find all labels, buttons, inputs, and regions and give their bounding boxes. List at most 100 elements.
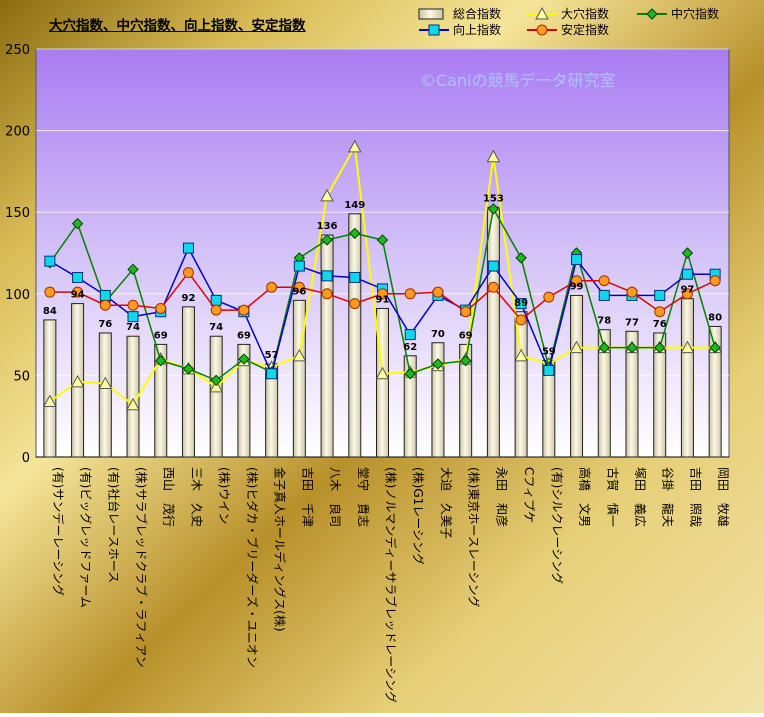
bar	[459, 343, 473, 458]
bar	[514, 311, 528, 458]
point-marker	[127, 299, 139, 311]
legend-item: 安定指数	[527, 22, 609, 37]
legend-item: 大穴指数	[527, 6, 609, 21]
x-tick-label: 三木 久史	[189, 467, 203, 527]
bar-value-label: 91	[376, 294, 390, 305]
point-marker	[321, 270, 333, 282]
bar-value-label: 149	[344, 200, 365, 211]
x-tick-label: 塚田 義広	[633, 467, 648, 527]
point-marker	[72, 286, 84, 298]
point-marker	[44, 286, 56, 298]
legend-item: 中穴指数	[637, 6, 719, 21]
bar	[653, 332, 667, 458]
point-marker	[155, 302, 167, 314]
y-tick-label: 150	[5, 206, 30, 221]
bar-value-label: 99	[570, 281, 584, 292]
point-marker	[182, 267, 194, 279]
x-tick-label: 金子真人ホールディングス(株)	[273, 467, 288, 632]
x-axis: (有)サンデーレーシング (有)ビッグレッドファーム (有)社台レースホース (株)サ…	[51, 467, 731, 703]
point-marker	[654, 306, 666, 318]
legend-item: 総合指数	[418, 6, 501, 21]
legend-label: 大穴指数	[561, 6, 609, 21]
bar-value-label: 84	[43, 306, 57, 317]
bar-value-label: 97	[680, 285, 694, 296]
bar	[376, 307, 389, 458]
point-marker	[404, 368, 416, 380]
point-marker	[515, 314, 527, 326]
point-marker	[681, 247, 694, 259]
point-marker	[432, 358, 444, 370]
point-marker	[44, 255, 56, 267]
point-marker	[209, 379, 224, 393]
point-marker	[210, 304, 222, 316]
legend-swatch	[418, 8, 444, 20]
point-marker	[646, 8, 658, 20]
point-marker	[598, 341, 610, 354]
point-marker	[293, 260, 305, 272]
point-marker	[571, 275, 583, 287]
point-marker	[571, 254, 583, 266]
bar	[292, 299, 306, 458]
point-marker	[535, 6, 549, 20]
point-marker	[653, 341, 666, 354]
point-marker	[375, 366, 390, 380]
x-tick-label: 堂守 貴志	[356, 467, 370, 527]
bar-value-label: 153	[483, 193, 504, 204]
x-tick-label: 高橋 文男	[578, 467, 593, 527]
point-marker	[404, 329, 416, 341]
index-lines	[43, 139, 722, 411]
bar-value-label: 62	[403, 342, 417, 353]
point-marker	[432, 286, 444, 298]
x-tick-label: 吉田 照哉	[688, 467, 703, 527]
bar	[43, 319, 57, 458]
point-marker	[626, 341, 638, 354]
bar	[209, 335, 223, 458]
point-marker	[460, 306, 472, 318]
bar-value-label: 69	[154, 330, 168, 341]
bar	[181, 306, 195, 458]
legend-label: 向上指数	[453, 22, 501, 37]
point-marker	[349, 227, 361, 240]
point-marker	[515, 298, 527, 310]
bar-value-label: 136	[317, 221, 338, 232]
watermark-text: ©Caniの競馬データ研究室	[420, 71, 616, 90]
point-marker	[347, 139, 362, 153]
point-marker	[459, 355, 472, 367]
x-tick-label: (株)G1レーシング	[411, 467, 426, 565]
point-marker	[536, 24, 548, 36]
point-marker	[487, 281, 499, 293]
point-marker	[377, 288, 388, 300]
legend-label: 中穴指数	[671, 6, 719, 21]
bar	[625, 330, 639, 458]
point-marker	[626, 286, 638, 298]
bar	[154, 343, 168, 458]
point-marker	[543, 291, 555, 303]
point-marker	[238, 304, 250, 316]
x-tick-label: Cフィプケ	[522, 467, 536, 523]
legend-label: 安定指数	[561, 22, 609, 37]
x-tick-label: (株)東京ホースレーシング	[467, 467, 482, 608]
bar	[486, 206, 500, 458]
bar-value-label: 76	[653, 319, 667, 330]
legend-label: 総合指数	[453, 6, 501, 21]
point-marker	[98, 376, 113, 390]
point-marker	[486, 149, 501, 163]
x-tick-label: (有)サンデーレーシング	[51, 467, 66, 596]
point-marker	[71, 217, 84, 230]
bar	[431, 342, 445, 458]
x-tick-label: (有)シルクレーシング	[550, 467, 564, 584]
bar-value-label: 74	[209, 322, 223, 333]
point-marker	[428, 24, 440, 36]
y-tick-label: 0	[22, 451, 30, 466]
point-marker	[99, 289, 111, 301]
point-marker	[487, 203, 500, 215]
legend-item: 向上指数	[419, 22, 501, 37]
point-marker	[681, 268, 693, 280]
x-tick-label: 西山 茂行	[162, 467, 176, 527]
point-marker	[569, 340, 584, 354]
bar	[320, 234, 334, 458]
point-marker	[43, 394, 57, 408]
